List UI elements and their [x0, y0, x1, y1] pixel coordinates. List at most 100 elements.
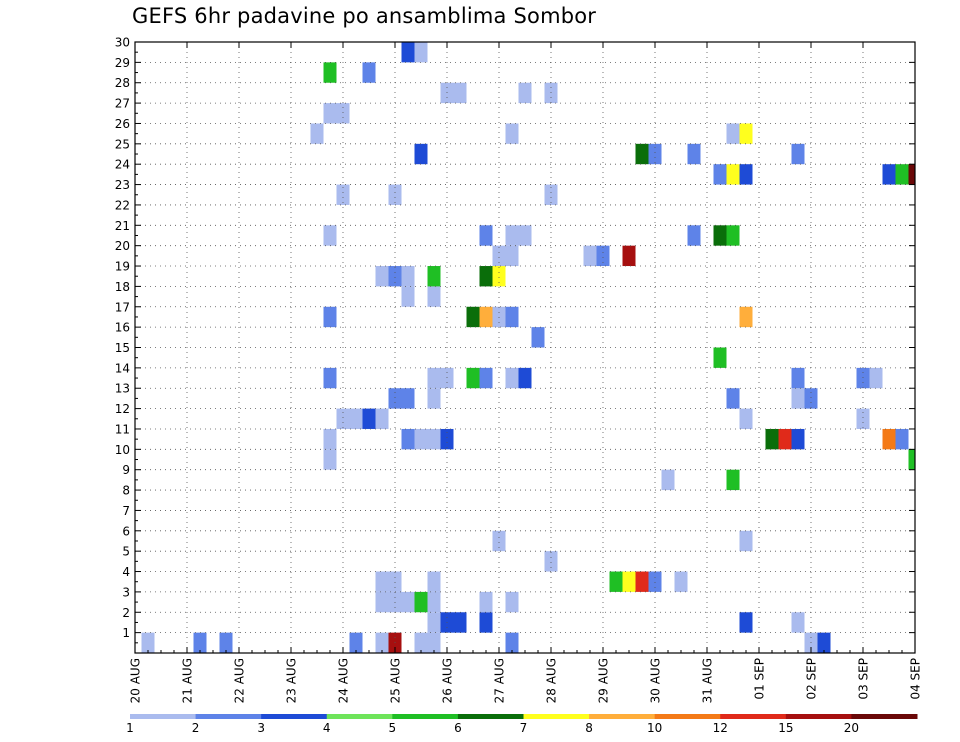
heatmap-cell: [401, 388, 415, 409]
heatmap-cell: [505, 591, 519, 613]
y-tick-label: 24: [115, 158, 130, 172]
heatmap-cell: [726, 469, 740, 491]
y-tick-label: 11: [115, 422, 130, 436]
heatmap-cell: [791, 428, 805, 450]
x-tick-label: 29 AUG: [597, 658, 611, 703]
heatmap-cell: [401, 266, 415, 287]
heatmap-cell: [427, 286, 441, 307]
x-tick-label: 21 AUG: [181, 658, 195, 703]
heatmap-cell: [362, 408, 376, 429]
legend-level-label: 10: [647, 721, 662, 735]
heatmap-cell: [531, 327, 545, 348]
heatmap-cell: [778, 428, 792, 450]
heatmap-cell: [440, 428, 454, 450]
heatmap-cell: [817, 632, 831, 653]
heatmap-cell: [765, 428, 779, 450]
heatmap-cell: [323, 367, 337, 389]
legend-level-label: 1: [126, 721, 134, 735]
heatmap-cell: [505, 306, 519, 328]
heatmap-cell: [856, 367, 870, 389]
heatmap-cell: [427, 266, 441, 287]
y-axis: 1234567891011121314151617181920212223242…: [115, 36, 915, 644]
legend-color-segment: [195, 714, 262, 719]
heatmap-cell: [479, 225, 493, 246]
heatmap-cell: [375, 266, 389, 287]
legend-color-segment: [261, 714, 328, 719]
heatmap-cell: [310, 123, 324, 144]
heatmap-cell: [505, 123, 519, 144]
heatmap-cell: [726, 388, 740, 409]
heatmap-cell: [492, 306, 506, 328]
y-tick-label: 17: [115, 300, 130, 314]
heatmap-cell: [869, 367, 883, 389]
heatmap-cell: [882, 428, 896, 450]
heatmap-cell: [856, 408, 870, 429]
y-tick-label: 18: [115, 280, 130, 294]
heatmap-cell: [323, 449, 337, 470]
legend-color-segment: [392, 714, 459, 719]
heatmap-cell: [336, 184, 350, 205]
heatmap-cell: [908, 449, 915, 470]
heatmap-cell: [518, 367, 532, 389]
heatmap-cell: [791, 612, 805, 633]
heatmap-cell: [219, 632, 233, 653]
heatmap-cell: [479, 266, 493, 287]
data-cells: [141, 42, 915, 653]
heatmap-cell: [505, 245, 519, 267]
y-tick-label: 27: [115, 97, 130, 111]
x-tick-label: 31 AUG: [701, 658, 715, 703]
heatmap-cell: [739, 123, 753, 144]
y-tick-label: 28: [115, 76, 130, 90]
x-tick-label: 24 AUG: [337, 658, 351, 703]
y-tick-label: 6: [122, 524, 130, 538]
x-tick-label: 01 SEP: [753, 658, 767, 700]
heatmap-cell: [388, 184, 402, 205]
x-tick-label: 20 AUG: [129, 658, 143, 703]
heatmap-cell: [895, 164, 909, 185]
color-legend: 1 2 3 4 5 6 7 8 10 12 15 20: [126, 714, 918, 735]
heatmap-cell: [401, 42, 415, 63]
y-tick-label: 12: [115, 402, 130, 416]
heatmap-cell: [193, 632, 207, 653]
y-tick-label: 19: [115, 260, 130, 274]
legend-level-label: 2: [192, 721, 200, 735]
legend-level-label: 15: [778, 721, 793, 735]
legend-level-label: 20: [844, 721, 859, 735]
legend-level-label: 7: [520, 721, 528, 735]
heatmap-cell: [349, 408, 363, 429]
y-tick-label: 5: [122, 545, 130, 559]
heatmap-cell: [388, 388, 402, 409]
legend-color-segment: [851, 714, 918, 719]
heatmap-cell: [713, 225, 727, 246]
heatmap-cell: [401, 428, 415, 450]
x-tick-label: 02 SEP: [805, 658, 819, 700]
x-tick-label: 04 SEP: [909, 658, 923, 700]
legend-color-segment: [720, 714, 787, 719]
heatmap-cell: [739, 306, 753, 328]
heatmap-cell: [427, 632, 441, 653]
heatmap-cell: [323, 225, 337, 246]
heatmap-cell: [440, 367, 454, 389]
heatmap-cell: [713, 164, 727, 185]
y-tick-label: 14: [115, 361, 130, 375]
legend-color-segment: [785, 714, 852, 719]
heatmap-cell: [492, 530, 506, 552]
heatmap-cell: [479, 367, 493, 389]
heatmap-cell: [414, 632, 428, 653]
heatmap-cell: [739, 164, 753, 185]
heatmap-cell: [882, 164, 896, 185]
heatmap-cell: [544, 184, 558, 205]
heatmap-cell: [453, 82, 467, 104]
heatmap-cell: [414, 143, 428, 165]
heatmap-cell: [336, 103, 350, 124]
y-tick-label: 15: [115, 341, 130, 355]
heatmap-cell: [726, 123, 740, 144]
heatmap-cell: [726, 225, 740, 246]
heatmap-cell: [544, 551, 558, 572]
heatmap-cell: [739, 408, 753, 429]
y-tick-label: 26: [115, 117, 130, 131]
heatmap-cell: [427, 591, 441, 613]
heatmap-cell: [791, 388, 805, 409]
y-tick-label: 4: [122, 565, 130, 579]
